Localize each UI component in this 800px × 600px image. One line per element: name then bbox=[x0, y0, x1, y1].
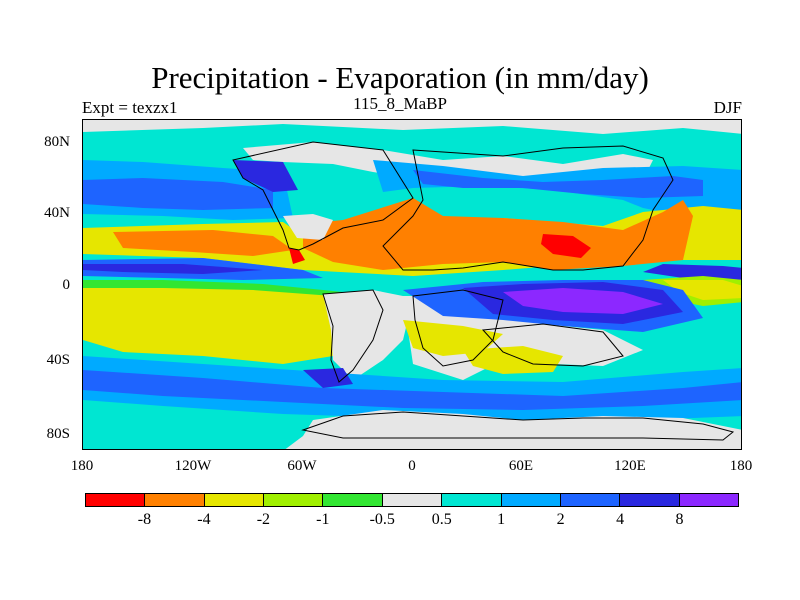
north-atlantic-core bbox=[413, 170, 703, 198]
north-subtropic-orange bbox=[113, 230, 293, 256]
arctic-region bbox=[83, 120, 741, 134]
y-label-80s: 80S bbox=[46, 426, 70, 442]
x-label-120e: 120E bbox=[614, 458, 646, 474]
colorbar-segment bbox=[620, 494, 680, 506]
x-label-180e: 180 bbox=[729, 458, 753, 474]
time-period-label: 115_8_MaBP bbox=[353, 94, 447, 113]
colorbar-segment bbox=[86, 494, 146, 506]
y-label-40s: 40S bbox=[46, 352, 70, 368]
south-america-grey bbox=[323, 290, 413, 380]
colorbar bbox=[85, 493, 739, 507]
africa-coast bbox=[412, 289, 504, 367]
x-label-60w: 60W bbox=[287, 458, 317, 474]
colorbar-label: -0.5 bbox=[369, 511, 395, 528]
colorbar-segment bbox=[323, 494, 383, 506]
north-intense-patch bbox=[233, 160, 298, 192]
colorbar-segment bbox=[382, 494, 443, 506]
colorbar-segment bbox=[501, 494, 561, 506]
colorbar-label: -8 bbox=[137, 511, 152, 528]
chart-title: Precipitation - Evaporation (in mm/day) bbox=[151, 60, 649, 95]
antarctica-grey bbox=[285, 410, 741, 449]
south-storm-track-core bbox=[83, 370, 741, 410]
colorbar-label: 2 bbox=[556, 511, 565, 528]
colorbar-segment bbox=[264, 494, 324, 506]
colorbar-label: -4 bbox=[197, 511, 211, 528]
australia-dry bbox=[403, 320, 503, 356]
south-pacific-dry-zone bbox=[83, 288, 333, 364]
colorbar-label: -2 bbox=[256, 511, 271, 528]
colorbar-segment bbox=[145, 494, 205, 506]
colorbar-segment bbox=[560, 494, 621, 506]
y-label-equator: 0 bbox=[62, 277, 71, 293]
colorbar-segment bbox=[679, 494, 738, 506]
season-label: DJF bbox=[713, 98, 742, 117]
sahara-arabia-dry-region bbox=[303, 198, 693, 270]
x-label-180w: 180 bbox=[70, 458, 94, 474]
colorbar-segment bbox=[442, 494, 502, 506]
asia-dry-core bbox=[541, 234, 591, 258]
eurasia-coast bbox=[382, 145, 674, 271]
east-pacific-north-band bbox=[643, 264, 741, 280]
antarctica-coast bbox=[301, 411, 735, 441]
coastlines bbox=[232, 141, 735, 441]
south-america-coast bbox=[322, 289, 384, 383]
north-america-coast bbox=[232, 141, 414, 251]
colorbar-label: 4 bbox=[616, 511, 625, 528]
north-pacific-band bbox=[83, 178, 273, 210]
colorbar-label: 0.5 bbox=[431, 511, 452, 528]
africa-south-dry bbox=[463, 346, 563, 374]
x-label-0: 0 bbox=[408, 458, 416, 474]
south-intense-patch bbox=[303, 368, 353, 388]
x-label-120w: 120W bbox=[174, 458, 212, 474]
y-label-80n: 80N bbox=[44, 134, 70, 150]
itcz-north-core bbox=[83, 264, 263, 274]
colorbar-label: 1 bbox=[497, 511, 506, 528]
colorbar-label: 8 bbox=[675, 511, 684, 528]
itcz-south-max bbox=[503, 288, 663, 314]
map-svg bbox=[83, 120, 741, 449]
experiment-label: Expt = texzx1 bbox=[82, 98, 178, 117]
x-label-60e: 60E bbox=[508, 458, 534, 474]
east-pacific-yellow bbox=[663, 280, 741, 300]
mexico-dry-core bbox=[289, 248, 305, 264]
colorbar-segment bbox=[204, 494, 265, 506]
colorbar-label: -1 bbox=[316, 511, 330, 528]
australia-coast bbox=[481, 323, 624, 367]
y-label-40n: 40N bbox=[44, 205, 70, 221]
precip-evap-map bbox=[82, 119, 742, 450]
north-tropic-grey-patch bbox=[283, 214, 333, 240]
